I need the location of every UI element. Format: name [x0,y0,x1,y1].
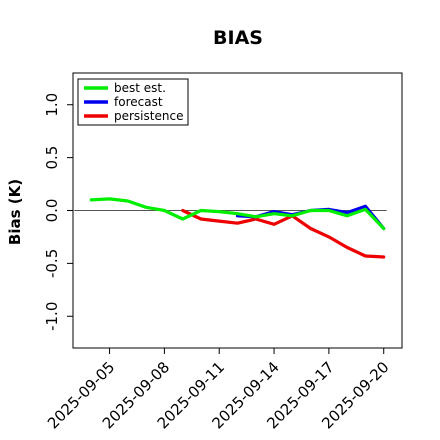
series-line-best-est [89,197,386,231]
y-tick-label: -1.0 [43,302,61,331]
legend-label: forecast [114,95,163,109]
y-tick-label: 1.0 [43,93,61,117]
legend-label: best est. [114,81,166,95]
axis-layer: -1.0-0.50.00.51.02025-09-052025-09-08202… [43,93,393,433]
plot-layer [74,197,387,259]
legend-label: persistence [114,109,183,123]
y-tick-label: 0.0 [43,199,61,223]
chart-title: BIAS [213,27,263,49]
y-tick-label: -0.5 [43,249,61,278]
series-line-persistence [181,208,386,259]
y-tick-label: 0.5 [43,146,61,170]
y-axis-label: Bias (K) [6,179,24,245]
